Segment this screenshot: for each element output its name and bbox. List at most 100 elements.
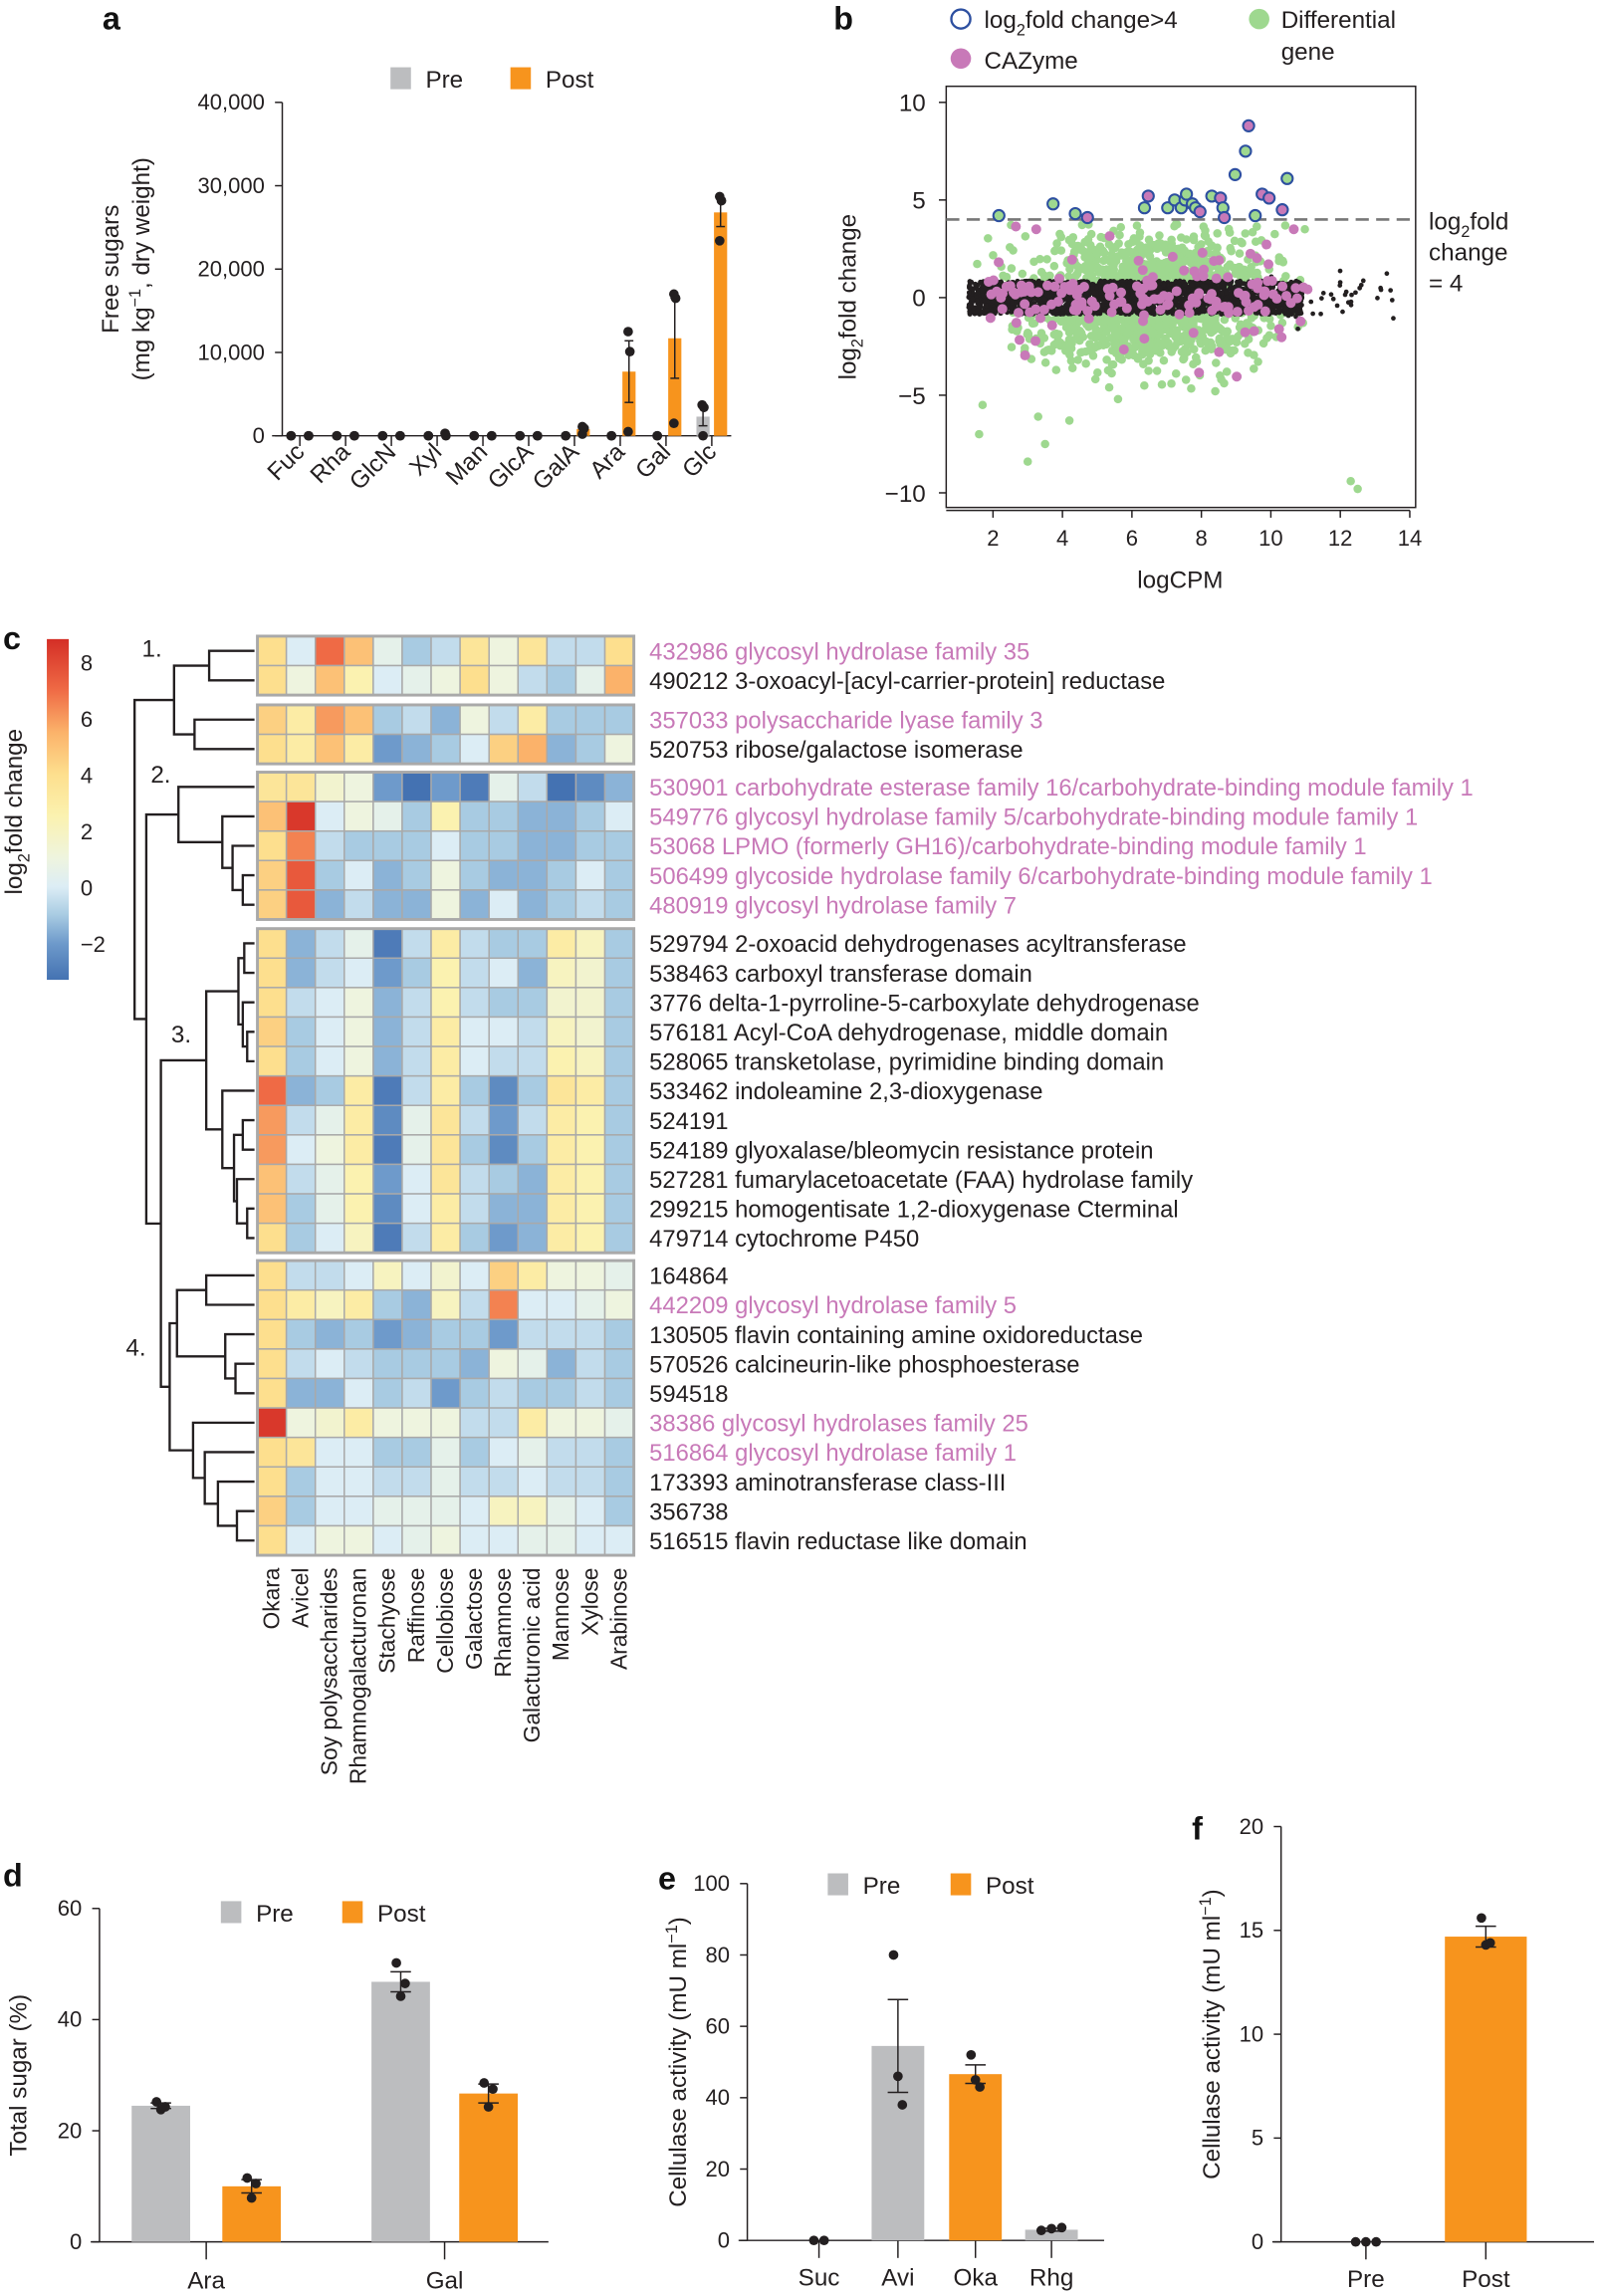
heatmap-cell: [517, 1260, 549, 1291]
heatmap-cell: [517, 733, 549, 765]
heatmap-cell: [574, 1193, 606, 1225]
heatmap-cell: [459, 801, 490, 832]
heatmap-cell: [603, 1193, 635, 1225]
heatmap-cell: [517, 1377, 549, 1409]
bar: [1025, 2229, 1078, 2241]
heatmap-cell: [314, 859, 345, 891]
data-point: [652, 430, 662, 441]
gene-point: [1195, 307, 1201, 313]
heatmap-cell: [372, 1193, 403, 1225]
heatmap-cell: [285, 1016, 317, 1047]
heatmap-cell: [488, 664, 520, 696]
cazyme-point: [1038, 304, 1049, 315]
x-tick-label: Rhg: [1029, 2265, 1073, 2292]
dendrogram-branch: [175, 1288, 226, 1358]
bar-group-post: [1445, 1913, 1527, 2242]
highlighted-point-diff: [992, 208, 1006, 223]
heatmap-cell: [343, 1407, 374, 1439]
data-point: [395, 430, 405, 441]
differential-gene-point: [1132, 221, 1142, 230]
differential-gene-point: [1093, 368, 1102, 377]
cluster-label: 3.: [171, 1022, 191, 1048]
differential-gene-point: [1202, 337, 1211, 346]
data-point: [670, 293, 681, 304]
differential-gene-point: [1266, 321, 1275, 331]
highlighted-point-diff: [1180, 187, 1194, 201]
heatmap-cell: [285, 987, 317, 1019]
differential-gene-point: [1159, 355, 1169, 365]
heatmap-cell: [372, 927, 403, 960]
heatmap-cell: [517, 1524, 549, 1556]
gene-point: [1334, 303, 1340, 309]
heatmap-cell: [343, 829, 374, 862]
differential-gene-point: [1212, 322, 1221, 332]
differential-gene-point: [999, 271, 1008, 281]
differential-gene-point: [1039, 347, 1049, 356]
data-point: [714, 235, 725, 246]
gene-point: [1224, 290, 1230, 296]
dendrogram-branch: [241, 1118, 255, 1151]
differential-gene-point: [1128, 349, 1138, 359]
row-label: 299215 homogentisate 1,2-dioxygenase Cte…: [649, 1197, 1178, 1224]
data-point: [151, 2097, 162, 2107]
gene-point: [1337, 280, 1343, 285]
gene-point: [1089, 282, 1095, 288]
gene-point: [1061, 305, 1067, 311]
differential-gene-point: [1007, 343, 1017, 351]
cluster-label: 2.: [150, 762, 170, 789]
heatmap-cell: [256, 1104, 288, 1136]
differential-gene-point: [1181, 375, 1191, 384]
heatmap-row: [256, 733, 635, 765]
differential-gene-point: [1199, 222, 1209, 231]
differential-gene-point: [1167, 379, 1176, 388]
y-tick-label: 10: [1240, 2021, 1264, 2046]
heatmap-cell: [430, 664, 461, 696]
text-span: log: [1429, 209, 1461, 236]
differential-gene-point: [1033, 412, 1042, 421]
gene-point: [993, 306, 999, 312]
bar: [668, 338, 682, 436]
differential-gene-point: [1167, 235, 1176, 245]
gene-point: [1391, 316, 1396, 322]
threshold-annotation-line1: log2fold: [1429, 209, 1508, 241]
column-label: Okara: [258, 1567, 284, 1629]
differential-gene-point: [1122, 328, 1132, 338]
data-point: [606, 430, 616, 441]
row-label: 3776 delta-1-pyrroline-5-carboxylate deh…: [649, 990, 1200, 1017]
data-point: [400, 1978, 410, 1988]
heatmap-cell: [603, 1016, 635, 1047]
gene-point: [1220, 298, 1226, 304]
bar-group-post-ara: [222, 2173, 282, 2242]
differential-gene-point: [1069, 247, 1079, 256]
bar-group-pre: [1350, 2236, 1382, 2247]
cazyme-point: [1109, 299, 1120, 310]
heatmap-cell: [459, 1045, 490, 1077]
highlighted-point-diff: [1280, 171, 1294, 185]
column-label: Stachyose: [374, 1568, 400, 1674]
heatmap-cell: [517, 664, 549, 696]
data-point: [251, 2179, 261, 2188]
data-point: [441, 430, 451, 441]
gene-point: [1037, 297, 1043, 303]
colorbar-tick-label: 2: [81, 819, 93, 844]
differential-gene-point: [1111, 330, 1121, 340]
differential-gene-point: [1049, 330, 1059, 340]
row-label-cazyme: 357033 polysaccharide lyase family 3: [649, 707, 1042, 734]
x-tick-label-glc: Glc: [677, 438, 722, 483]
heatmap-cell: [488, 635, 520, 667]
dendrogram-branch: [246, 1207, 255, 1240]
differential-gene-point: [1121, 250, 1131, 260]
differential-gene-point: [1021, 232, 1030, 241]
differential-gene-point: [975, 429, 984, 439]
bar: [459, 2093, 518, 2242]
heatmap-cell: [372, 664, 403, 696]
heatmap-cell: [256, 704, 288, 736]
legend-cazyme-marker: [950, 48, 972, 70]
heatmap-cell: [546, 635, 577, 667]
data-point: [623, 426, 633, 437]
panel-letter-c: c: [3, 620, 21, 656]
heatmap-cell: [372, 635, 403, 667]
differential-gene-point: [1040, 439, 1049, 449]
row-label: 527281 fumarylacetoacetate (FAA) hydrola…: [649, 1167, 1193, 1194]
heatmap-cell: [285, 1377, 317, 1409]
